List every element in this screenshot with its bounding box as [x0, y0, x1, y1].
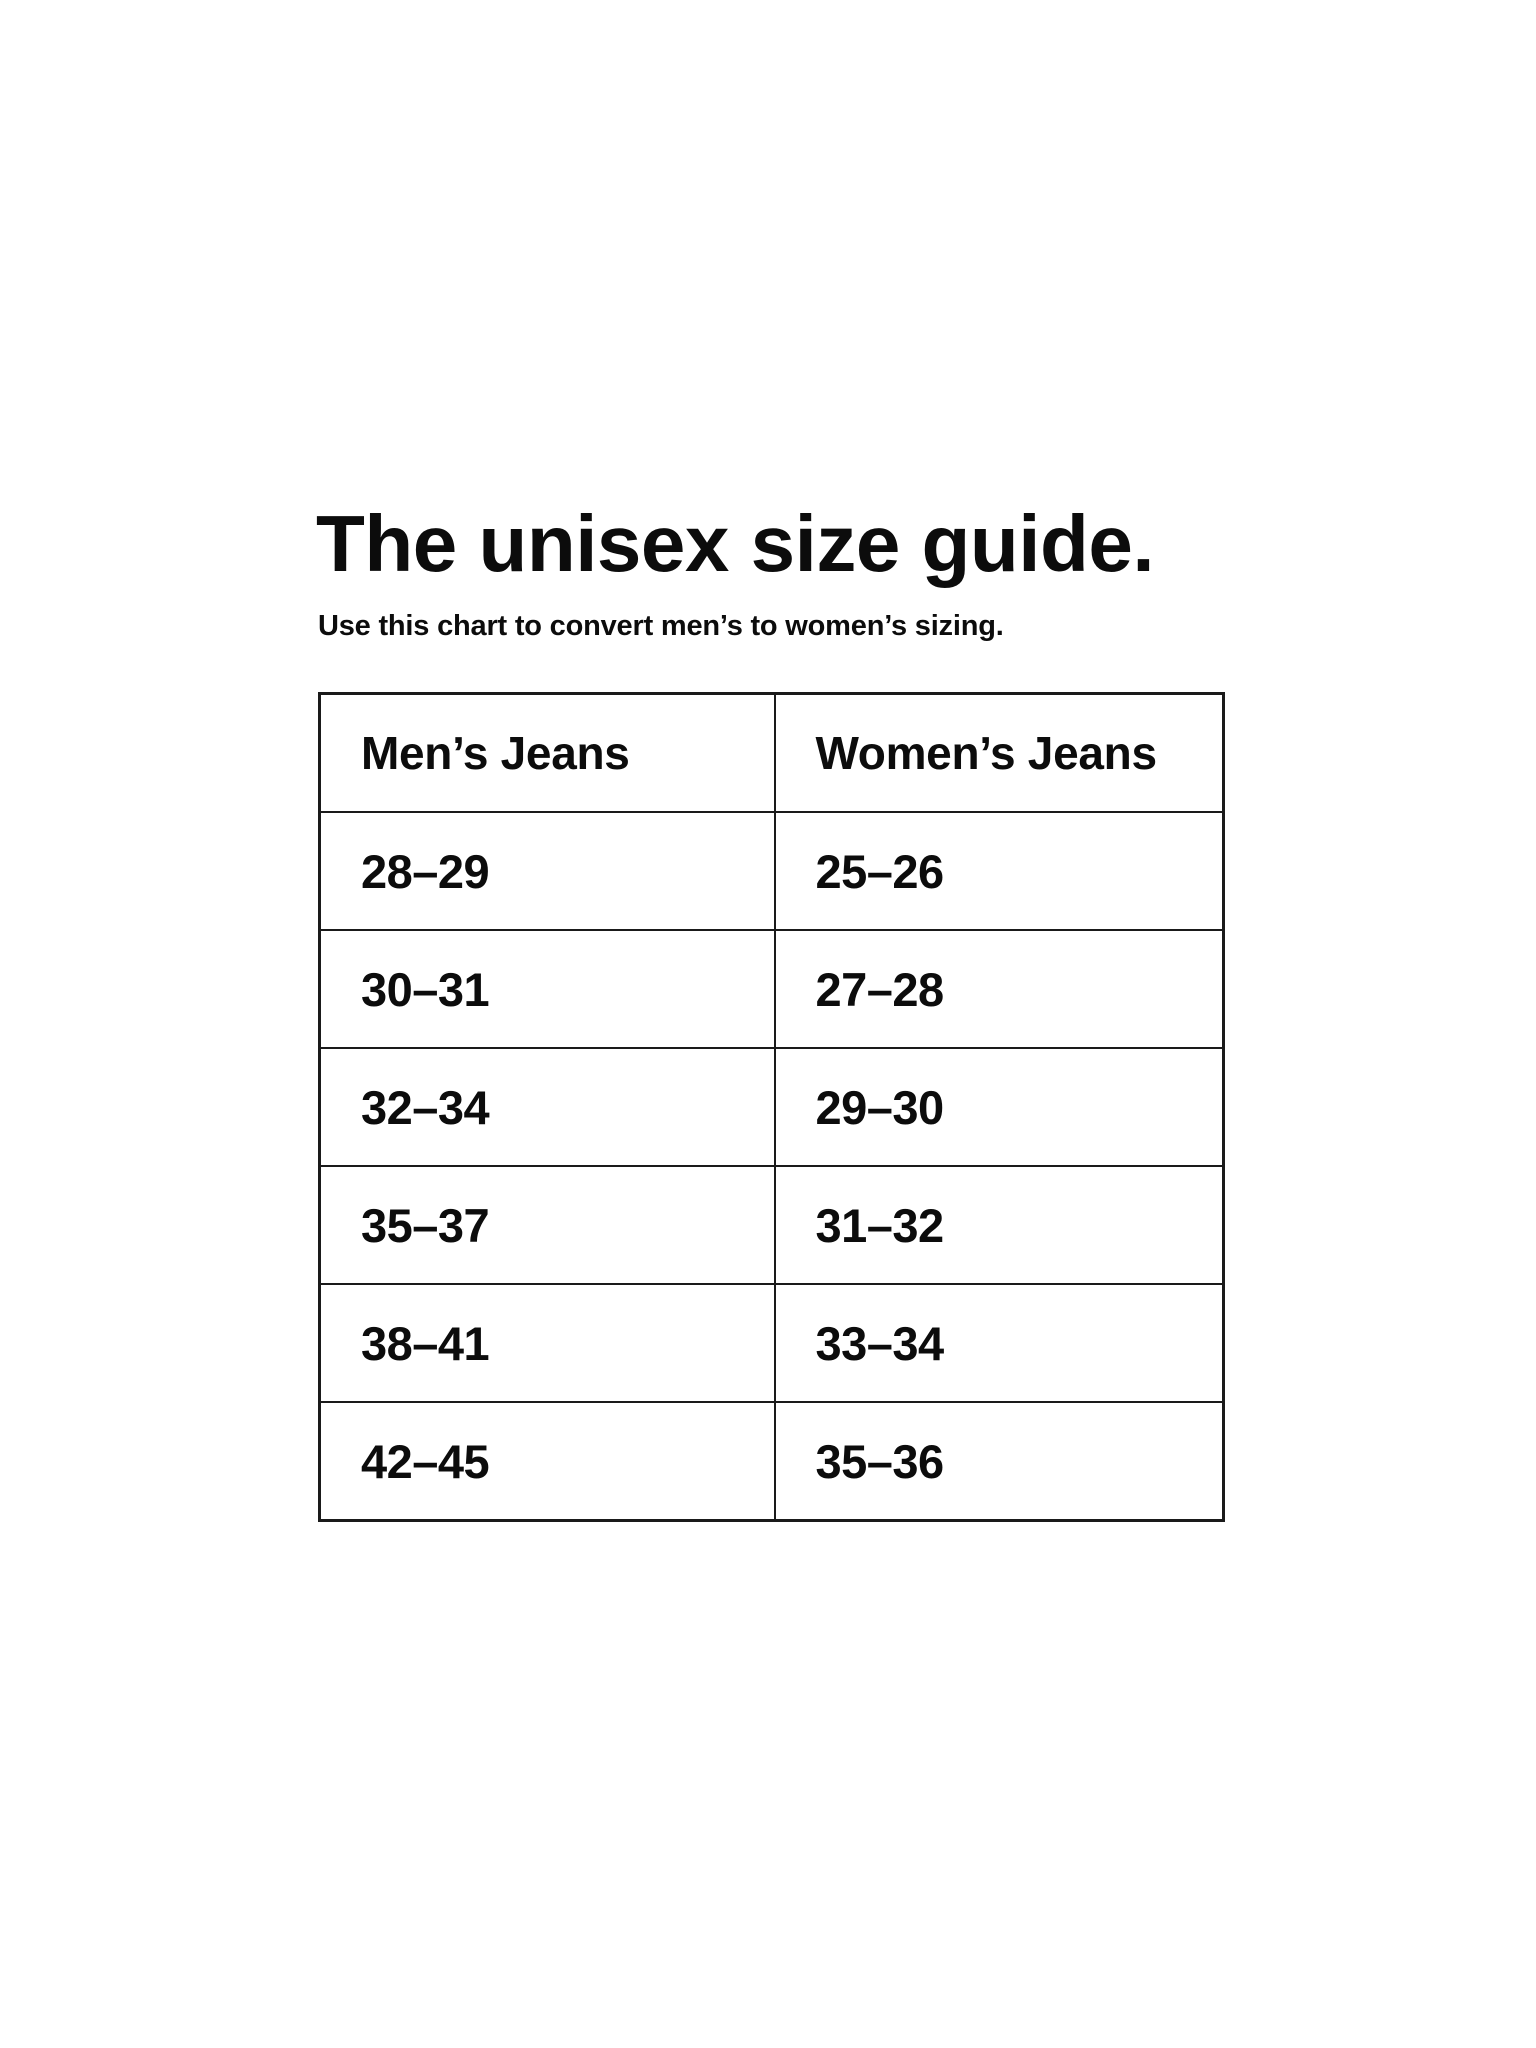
column-header-womens-jeans: Women’s Jeans: [773, 692, 1225, 813]
table-row: 42–45 35–36: [318, 1401, 1225, 1522]
table-cell-womens-size: 29–30: [773, 1047, 1225, 1167]
table-cell-womens-size: 27–28: [773, 929, 1225, 1049]
table-row: 32–34 29–30: [318, 1047, 1225, 1167]
table-cell-mens-size: 32–34: [318, 1047, 776, 1167]
table-cell-womens-size: 25–26: [773, 811, 1225, 931]
table-cell-womens-size: 33–34: [773, 1283, 1225, 1403]
table-cell-mens-size: 35–37: [318, 1165, 776, 1285]
table-cell-mens-size: 42–45: [318, 1401, 776, 1522]
table-row: 30–31 27–28: [318, 929, 1225, 1049]
table-header-row: Men’s Jeans Women’s Jeans: [318, 692, 1225, 813]
page-subtitle: Use this chart to convert men’s to women…: [318, 610, 1004, 642]
column-header-mens-jeans: Men’s Jeans: [318, 692, 776, 813]
table-cell-mens-size: 28–29: [318, 811, 776, 931]
size-table-body: 28–29 25–26 30–31 27–28 32–34 29–30 35–3…: [318, 811, 1225, 1522]
table-cell-womens-size: 35–36: [773, 1401, 1225, 1522]
table-cell-mens-size: 38–41: [318, 1283, 776, 1403]
table-cell-womens-size: 31–32: [773, 1165, 1225, 1285]
table-row: 28–29 25–26: [318, 811, 1225, 931]
page-title: The unisex size guide.: [316, 499, 1155, 588]
table-cell-mens-size: 30–31: [318, 929, 776, 1049]
table-row: 38–41 33–34: [318, 1283, 1225, 1403]
table-row: 35–37 31–32: [318, 1165, 1225, 1285]
size-conversion-table: Men’s Jeans Women’s Jeans 28–29 25–26 30…: [318, 692, 1225, 1522]
